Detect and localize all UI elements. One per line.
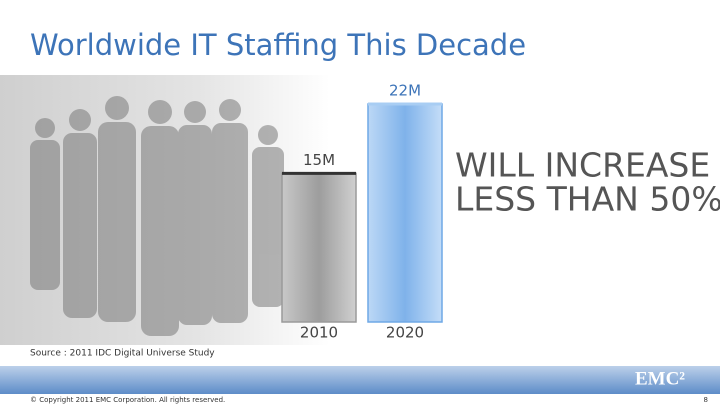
annotation-line: WILL INCREASE	[455, 146, 710, 185]
bar	[367, 103, 443, 323]
value-label: 22M	[389, 82, 421, 100]
logo: EMC²	[635, 368, 685, 389]
copyright: © Copyright 2011 EMC Corporation. All ri…	[30, 396, 225, 404]
category-label: 2020	[386, 324, 424, 342]
source: Source : 2011 IDC Digital Universe Study	[30, 349, 215, 359]
annotation-line: LESS THAN 50%	[455, 180, 720, 219]
footer-band	[0, 366, 720, 394]
value-label: 15M	[303, 151, 335, 169]
page-number: 8	[704, 396, 708, 404]
bar	[281, 172, 357, 323]
category-label: 2010	[300, 324, 338, 342]
plot: 15M 2010 22M 2020	[281, 82, 443, 342]
people-silhouettes	[30, 96, 284, 336]
title: Worldwide IT Staffing This Decade	[30, 28, 526, 62]
